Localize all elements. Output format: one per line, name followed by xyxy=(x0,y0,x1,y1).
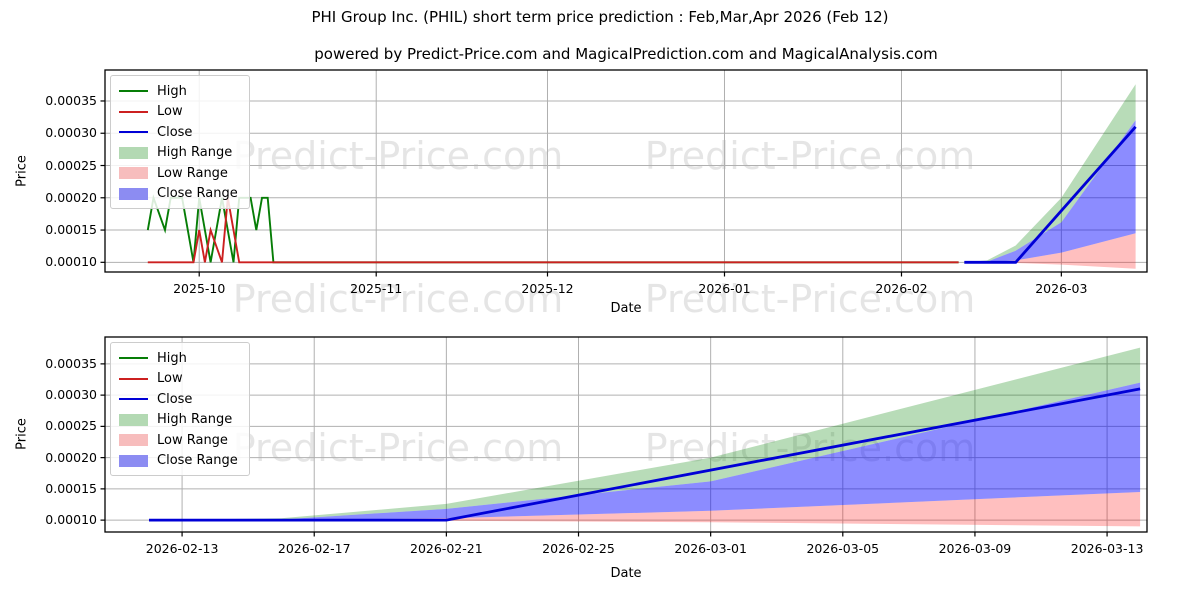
x-tick-label: 2026-03-09 xyxy=(938,541,1012,556)
legend-label: Close Range xyxy=(157,453,238,469)
legend-item-high-range: High Range xyxy=(119,143,241,164)
legend-label: Low Range xyxy=(157,165,228,181)
legend-line-swatch xyxy=(119,357,148,360)
y-tick-label: 0.00010 xyxy=(45,254,97,270)
band-low-range xyxy=(149,492,1141,527)
legend-label: Low xyxy=(157,371,183,387)
x-tick-label: 2025-10 xyxy=(173,281,226,296)
legend-item-low-range: Low Range xyxy=(119,163,241,184)
legend-label: Low xyxy=(157,104,183,120)
band-high-range xyxy=(964,84,1136,263)
legend-top-chart: High Low Close High Range Low Range Close Ran… xyxy=(110,75,250,209)
plot-border xyxy=(104,69,1148,273)
figure-subtitle: powered by Predict-Price.com and Magical… xyxy=(314,45,938,63)
x-tick-label: 2026-03-13 xyxy=(1070,541,1144,556)
legend-bottom-chart: High Low Close High Range Low Range Close Ran… xyxy=(110,342,250,476)
y-tick-label: 0.00030 xyxy=(45,387,97,403)
legend-label: Close xyxy=(157,124,193,140)
y-tick-label: 0.00035 xyxy=(45,355,97,371)
legend-patch-swatch xyxy=(119,454,148,467)
legend-line-swatch xyxy=(119,90,148,93)
x-tick-label: 2026-02-25 xyxy=(542,541,615,556)
legend-label: Close xyxy=(157,391,193,407)
legend-patch-swatch xyxy=(119,434,148,447)
legend-patch-swatch xyxy=(119,167,148,180)
x-tick-label: 2026-02 xyxy=(875,281,928,296)
x-axis-label-bottom-chart: Date xyxy=(610,566,642,581)
y-tick-label: 0.00010 xyxy=(45,512,97,528)
x-axis-label-top-chart: Date xyxy=(610,301,642,316)
legend-item-high-range: High Range xyxy=(119,410,241,431)
y-tick-label: 0.00015 xyxy=(45,480,97,496)
series-close-line xyxy=(964,125,1137,264)
series-close-line xyxy=(149,387,1141,522)
x-tick-label: 2026-03 xyxy=(1035,281,1088,296)
legend-line-swatch xyxy=(119,110,148,113)
legend-label: High xyxy=(157,83,187,99)
legend-line-swatch xyxy=(119,398,148,401)
legend-item-low-range: Low Range xyxy=(119,430,241,451)
band-low-range xyxy=(964,233,1136,269)
x-tick-label: 2026-01 xyxy=(698,281,751,296)
legend-patch-swatch xyxy=(119,187,148,200)
legend-patch-swatch xyxy=(119,413,148,426)
legend-item-high: High xyxy=(119,81,241,102)
x-tick-label: 2026-02-13 xyxy=(145,541,219,556)
legend-line-swatch xyxy=(119,377,148,380)
y-tick-label: 0.00025 xyxy=(45,418,97,434)
legend-item-close-range: Close Range xyxy=(119,451,241,472)
legend-item-close-range: Close Range xyxy=(119,184,241,205)
legend-label: High Range xyxy=(157,412,233,428)
x-tick-label: 2025-11 xyxy=(350,281,403,296)
y-tick-label: 0.00030 xyxy=(45,125,97,141)
legend-line-swatch xyxy=(119,131,148,134)
legend-item-low: Low xyxy=(119,369,241,390)
y-tick-label: 0.00025 xyxy=(45,157,97,173)
legend-label: High Range xyxy=(157,145,233,161)
plot-border xyxy=(104,336,1148,533)
band-close-range xyxy=(964,120,1136,263)
x-tick-label: 2026-03-01 xyxy=(674,541,747,556)
legend-item-low: Low xyxy=(119,102,241,123)
legend-item-close: Close xyxy=(119,389,241,410)
y-tick-label: 0.00020 xyxy=(45,449,97,465)
x-tick-label: 2026-02-17 xyxy=(277,541,351,556)
y-tick-label: 0.00035 xyxy=(45,92,97,108)
legend-label: Low Range xyxy=(157,432,228,448)
legend-patch-swatch xyxy=(119,146,148,159)
y-tick-label: 0.00020 xyxy=(45,189,97,205)
band-high-range xyxy=(149,347,1141,521)
x-tick-label: 2026-03-05 xyxy=(806,541,880,556)
legend-label: Close Range xyxy=(157,186,238,202)
band-close-range xyxy=(149,382,1141,521)
y-tick-label: 0.00015 xyxy=(45,222,97,238)
series-low-line xyxy=(147,197,959,264)
x-tick-label: 2025-12 xyxy=(521,281,574,296)
legend-item-high: High xyxy=(119,348,241,369)
x-tick-label: 2026-02-21 xyxy=(410,541,483,556)
legend-item-close: Close xyxy=(119,122,241,143)
legend-label: High xyxy=(157,350,187,366)
figure-title: PHI Group Inc. (PHIL) short term price p… xyxy=(311,8,889,26)
